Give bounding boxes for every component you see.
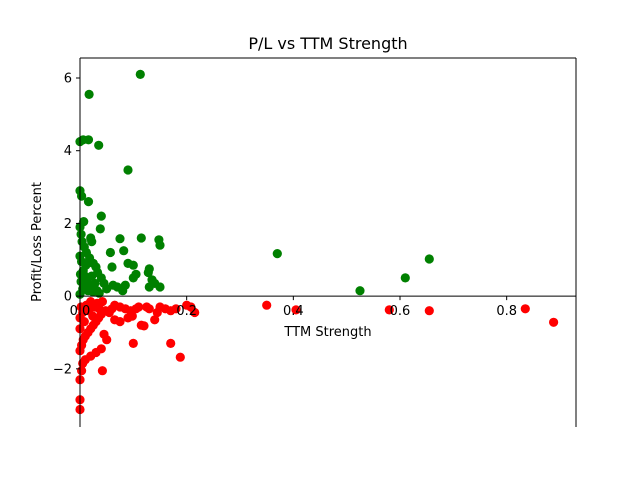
data-point-profit-64 xyxy=(83,286,93,296)
data-point-loss-5 xyxy=(97,366,107,376)
data-point-loss-16 xyxy=(139,321,149,331)
data-point-loss-23 xyxy=(142,302,152,312)
data-point-loss-66 xyxy=(384,305,394,315)
data-point-loss-65 xyxy=(291,305,301,315)
data-point-loss-12 xyxy=(128,338,138,348)
data-point-profit-56 xyxy=(90,278,100,288)
y-tick-label-1: 0 xyxy=(64,290,72,305)
data-point-loss-60 xyxy=(171,304,181,314)
x-tick-label-1: 0.2 xyxy=(176,304,197,319)
y-tick-label-0: −2 xyxy=(53,362,72,377)
data-point-profit-14 xyxy=(95,224,105,234)
y-axis-label: Profit/Loss Percent xyxy=(30,182,45,302)
chart-title: P/L vs TTM Strength xyxy=(248,34,407,53)
data-point-profit-31 xyxy=(144,282,154,292)
data-point-loss-67 xyxy=(424,306,434,316)
data-point-loss-64 xyxy=(262,300,272,310)
data-point-profit-20 xyxy=(119,246,129,256)
data-point-profit-19 xyxy=(105,247,115,258)
data-point-profit-25 xyxy=(143,267,153,278)
x-tick-label-0: 0.0 xyxy=(70,304,91,319)
data-point-profit-66 xyxy=(272,249,282,259)
data-point-profit-8 xyxy=(77,191,87,201)
data-point-loss-18 xyxy=(110,315,120,325)
data-point-loss-47 xyxy=(79,317,89,327)
data-point-profit-1 xyxy=(84,89,94,99)
data-point-profit-23 xyxy=(107,262,117,272)
data-point-profit-22 xyxy=(128,260,138,270)
data-point-loss-55 xyxy=(97,297,107,307)
data-point-profit-4 xyxy=(83,135,94,145)
data-point-loss-68 xyxy=(520,304,530,314)
data-point-loss-21 xyxy=(150,315,160,325)
y-tick-label-3: 4 xyxy=(64,144,72,159)
data-point-loss-54 xyxy=(94,304,104,314)
data-point-profit-59 xyxy=(76,277,86,287)
data-point-profit-18 xyxy=(155,240,165,250)
data-point-loss-14 xyxy=(175,352,185,362)
data-point-profit-46 xyxy=(76,229,86,239)
data-point-profit-13 xyxy=(87,237,97,247)
data-point-profit-27 xyxy=(128,273,138,283)
data-point-loss-63 xyxy=(190,307,200,318)
data-point-profit-15 xyxy=(115,234,125,244)
data-point-loss-69 xyxy=(549,317,559,327)
data-point-profit-58 xyxy=(94,288,104,298)
data-point-profit-5 xyxy=(94,140,104,150)
x-tick-label-2: 0.4 xyxy=(283,304,304,319)
data-point-profit-67 xyxy=(355,286,365,296)
x-tick-label-3: 0.6 xyxy=(390,304,411,319)
y-tick-label-2: 2 xyxy=(64,217,72,232)
x-axis-label: TTM Strength xyxy=(283,325,371,340)
data-point-loss-11 xyxy=(99,329,109,339)
data-point-profit-0 xyxy=(135,69,145,79)
data-point-loss-13 xyxy=(166,338,176,348)
data-point-profit-34 xyxy=(118,286,128,296)
data-point-profit-65 xyxy=(87,271,97,281)
data-point-loss-9 xyxy=(96,344,106,354)
data-point-profit-9 xyxy=(83,197,94,207)
y-tick-label-4: 6 xyxy=(64,71,72,86)
axes-layer: 0.0 0.2 0.4 0.6 0.8 −2 0 2 4 6 xyxy=(53,57,577,427)
data-point-profit-10 xyxy=(96,211,106,221)
data-point-loss-57 xyxy=(152,307,162,318)
data-point-profit-16 xyxy=(136,233,146,243)
data-point-profit-69 xyxy=(424,254,434,264)
data-point-loss-51 xyxy=(88,311,98,321)
x-tick-label-4: 0.8 xyxy=(496,304,517,319)
data-point-profit-30 xyxy=(155,282,165,292)
data-point-profit-6 xyxy=(123,165,133,175)
data-point-profit-68 xyxy=(400,273,410,283)
data-point-profit-63 xyxy=(81,260,91,270)
